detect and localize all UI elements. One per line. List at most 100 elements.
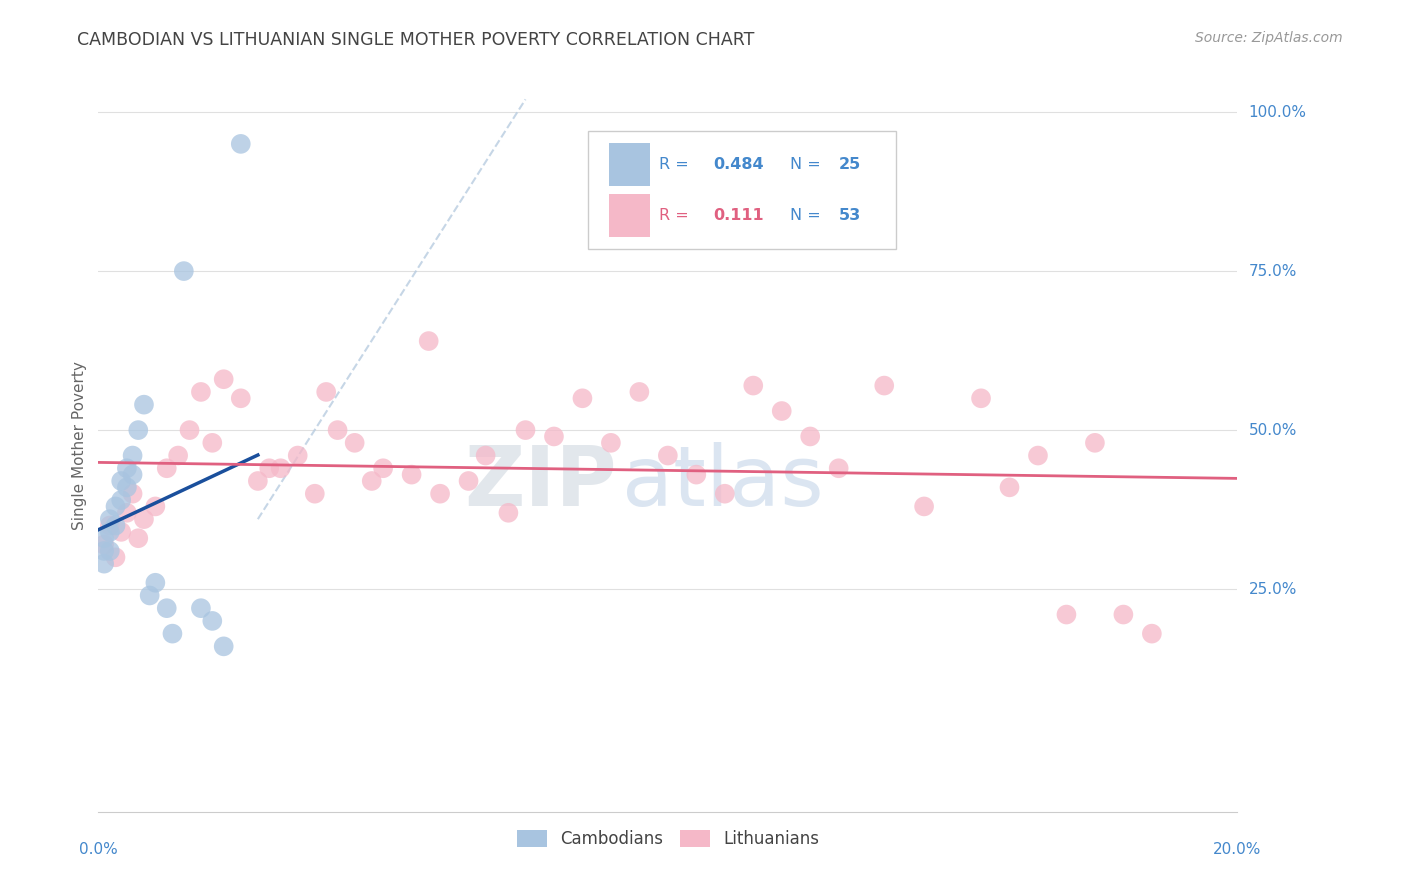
Point	[998, 480, 1021, 494]
Point	[287, 449, 309, 463]
Text: 0.0%: 0.0%	[79, 842, 118, 857]
Point	[259, 461, 281, 475]
Text: 20.0%: 20.0%	[1213, 842, 1261, 857]
Text: R =: R =	[659, 157, 693, 172]
Point	[121, 449, 143, 463]
FancyBboxPatch shape	[609, 143, 650, 186]
Point	[173, 264, 195, 278]
Point	[1084, 435, 1107, 450]
Point	[457, 474, 479, 488]
FancyBboxPatch shape	[609, 194, 650, 237]
Point	[373, 461, 395, 475]
Point	[138, 589, 160, 603]
Point	[212, 640, 235, 654]
Text: atlas: atlas	[623, 442, 824, 523]
Point	[115, 480, 138, 494]
Point	[418, 334, 440, 348]
Text: 50.0%: 50.0%	[1249, 423, 1296, 438]
Point	[179, 423, 201, 437]
Point	[167, 449, 190, 463]
Point	[543, 429, 565, 443]
Point	[401, 467, 423, 482]
Point	[429, 486, 451, 500]
Point	[121, 467, 143, 482]
Text: 100.0%: 100.0%	[1249, 104, 1306, 120]
Point	[600, 435, 623, 450]
Point	[110, 493, 132, 508]
Point	[190, 601, 212, 615]
Point	[970, 392, 993, 406]
Point	[1112, 607, 1135, 622]
Point	[873, 378, 896, 392]
Point	[98, 512, 121, 526]
FancyBboxPatch shape	[588, 131, 896, 249]
Point	[799, 429, 821, 443]
Point	[162, 626, 184, 640]
Point	[110, 474, 132, 488]
Point	[571, 392, 593, 406]
Point	[127, 423, 149, 437]
Text: 0.484: 0.484	[713, 157, 763, 172]
Point	[93, 544, 115, 558]
Point	[498, 506, 520, 520]
Point	[828, 461, 851, 475]
Point	[115, 506, 138, 520]
Point	[104, 500, 127, 514]
Text: R =: R =	[659, 208, 693, 223]
Point	[98, 518, 121, 533]
Point	[156, 601, 179, 615]
Point	[104, 518, 127, 533]
Point	[229, 392, 252, 406]
Point	[246, 474, 269, 488]
Point	[742, 378, 765, 392]
Point	[132, 512, 155, 526]
Point	[145, 500, 167, 514]
Point	[1056, 607, 1078, 622]
Point	[121, 486, 143, 500]
Text: N =: N =	[790, 208, 825, 223]
Text: 75.0%: 75.0%	[1249, 264, 1296, 278]
Point	[115, 461, 138, 475]
Point	[912, 500, 935, 514]
Point	[270, 461, 292, 475]
Point	[93, 557, 115, 571]
Point	[770, 404, 793, 418]
Point	[190, 384, 212, 399]
Point	[145, 575, 167, 590]
Point	[326, 423, 349, 437]
Point	[343, 435, 366, 450]
Point	[201, 435, 224, 450]
Point	[104, 550, 127, 565]
Point	[628, 384, 651, 399]
Point	[132, 398, 155, 412]
Point	[229, 136, 252, 151]
Point	[156, 461, 179, 475]
Point	[110, 524, 132, 539]
Point	[1140, 626, 1163, 640]
Text: CAMBODIAN VS LITHUANIAN SINGLE MOTHER POVERTY CORRELATION CHART: CAMBODIAN VS LITHUANIAN SINGLE MOTHER PO…	[77, 31, 755, 49]
Text: N =: N =	[790, 157, 825, 172]
Legend: Cambodians, Lithuanians: Cambodians, Lithuanians	[510, 823, 825, 855]
Point	[98, 524, 121, 539]
Text: 25.0%: 25.0%	[1249, 582, 1296, 597]
Point	[360, 474, 382, 488]
Text: 0.111: 0.111	[713, 208, 763, 223]
Point	[201, 614, 224, 628]
Point	[714, 486, 737, 500]
Point	[127, 531, 149, 545]
Text: 53: 53	[839, 208, 860, 223]
Y-axis label: Single Mother Poverty: Single Mother Poverty	[72, 361, 87, 531]
Text: 25: 25	[839, 157, 860, 172]
Point	[93, 538, 115, 552]
Point	[1026, 449, 1049, 463]
Point	[98, 544, 121, 558]
Point	[474, 449, 496, 463]
Point	[93, 531, 115, 545]
Text: ZIP: ZIP	[464, 442, 617, 523]
Point	[657, 449, 679, 463]
Text: Source: ZipAtlas.com: Source: ZipAtlas.com	[1195, 31, 1343, 45]
Point	[685, 467, 707, 482]
Point	[304, 486, 326, 500]
Point	[315, 384, 337, 399]
Point	[212, 372, 235, 386]
